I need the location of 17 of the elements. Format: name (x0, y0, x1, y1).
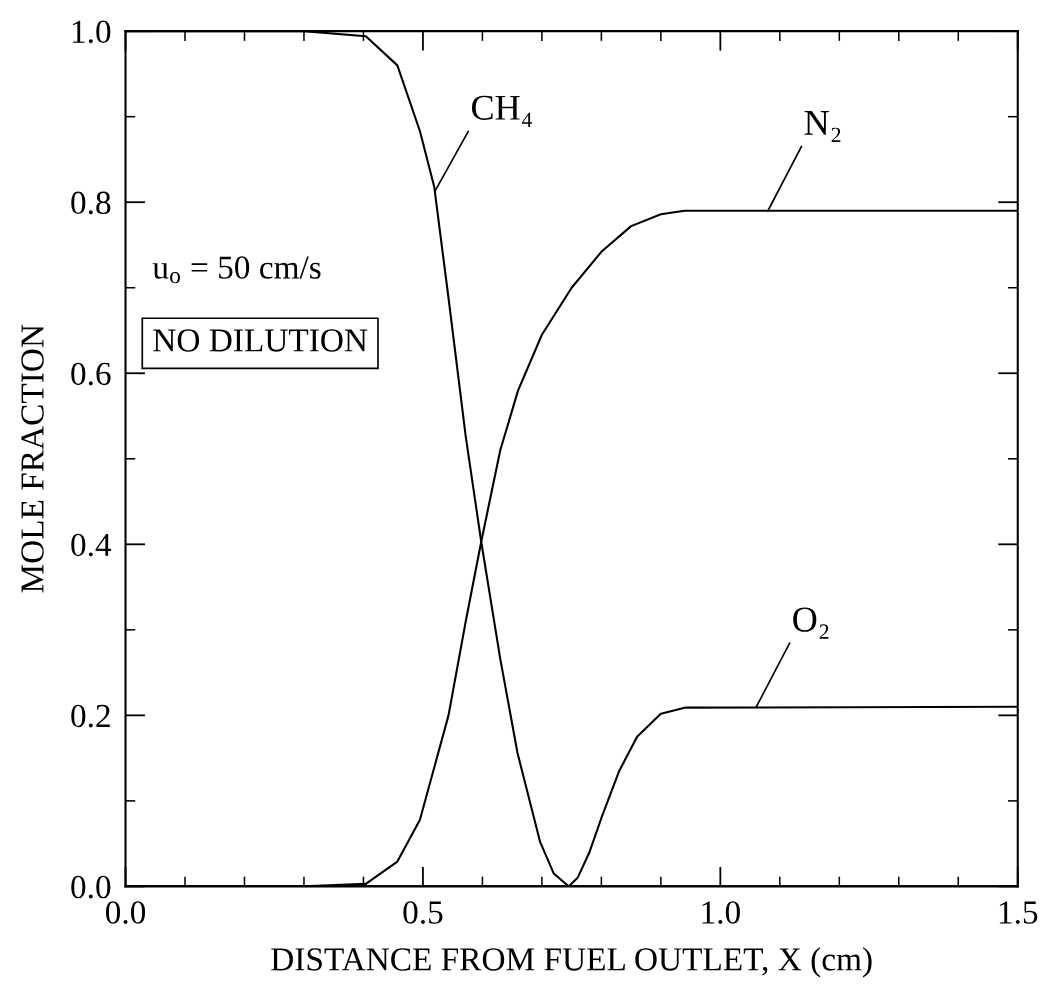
y-axis-title: MOLE FRACTION (21, 324, 44, 593)
x-tick-label: 1.5 (999, 901, 1038, 924)
series-label: N₂ (804, 111, 841, 142)
y-tick-label: 0.6 (71, 362, 111, 386)
series-label: O₂ (793, 607, 829, 639)
y-tick-label: 0.8 (71, 191, 111, 215)
y-tick-label: 1.0 (72, 20, 111, 44)
x-tick-label: 0.5 (403, 901, 443, 924)
annotation: NO DILUTION (153, 329, 368, 352)
y-tick-label: 0.2 (71, 704, 110, 728)
series-label: CH₄ (472, 95, 533, 127)
x-axis-title: DISTANCE FROM FUEL OUTLET, X (cm) (271, 947, 872, 978)
y-tick-label: 0.0 (71, 875, 111, 899)
y-tick-label: 0.4 (71, 533, 112, 557)
annotation: u$_{o}$ = 50 cm/s (152, 256, 321, 284)
x-tick-label: 1.0 (702, 901, 740, 924)
x-tick-label: 0.0 (105, 901, 146, 924)
